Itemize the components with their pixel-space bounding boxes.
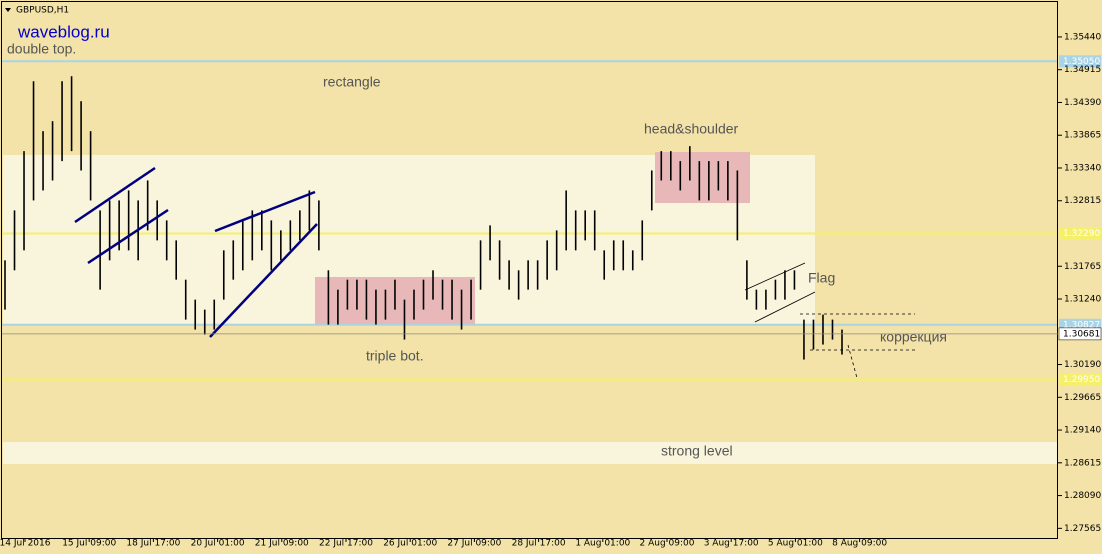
x-tick-label: 21 Jul 09:00	[255, 539, 309, 549]
y-tick-label: 1.30190	[1064, 360, 1101, 370]
level-label-box	[1059, 55, 1101, 68]
level-label: 1.29950	[1063, 375, 1100, 385]
x-tick-label: 15 Jul 09:00	[62, 539, 116, 549]
y-tick-label: 1.34915	[1064, 65, 1101, 75]
x-tick-label: 3 Aug 17:00	[704, 539, 759, 549]
annotation: double top.	[7, 41, 76, 57]
annotation: head&shoulder	[644, 121, 739, 137]
y-tick-label: 1.29665	[1064, 393, 1101, 403]
wedge-line	[214, 190, 316, 233]
strong-level-zone	[3, 442, 1058, 464]
menu-arrow	[5, 8, 11, 12]
flag-line	[754, 291, 816, 323]
annotation: triple bot.	[366, 348, 424, 364]
x-tick-label: 27 Jul 09:00	[447, 539, 501, 549]
y-tick-label: 1.31765	[1064, 262, 1101, 272]
y-tick-label: 1.28615	[1064, 458, 1101, 468]
x-tick-label: 8 Aug 09:00	[832, 539, 887, 549]
level-label-box	[1059, 373, 1101, 386]
x-tick-label: 26 Jul 01:00	[383, 539, 437, 549]
x-tick-label: 18 Jul 17:00	[126, 539, 180, 549]
level-label: 1.32290	[1063, 229, 1100, 239]
y-tick-label: 1.33865	[1064, 131, 1101, 141]
wedge-line	[209, 223, 318, 338]
y-tick-label: 1.27565	[1064, 524, 1101, 534]
x-tick-label: 1 Aug 01:00	[575, 539, 630, 549]
y-tick-label: 1.33340	[1064, 163, 1101, 173]
channel-line	[74, 166, 156, 224]
y-tick-label: 1.28090	[1064, 491, 1101, 501]
x-tick-label: 2 Aug 09:00	[640, 539, 695, 549]
annotation: коррекция	[880, 329, 947, 345]
x-tick-label: 14 Jul 2016	[0, 539, 51, 549]
annotation: Flag	[808, 270, 835, 286]
x-tick-label: 20 Jul 01:00	[191, 539, 245, 549]
flag-lines	[744, 262, 915, 379]
annotation: rectangle	[323, 74, 381, 90]
trend-lines	[74, 166, 318, 338]
level-label: 1.30827	[1063, 320, 1100, 330]
plot-frame	[1, 1, 1058, 539]
chart-title: GBPUSD,H1	[16, 6, 69, 16]
level-label-box	[1059, 227, 1101, 240]
watermark: waveblog.ru	[17, 22, 110, 41]
annotation: strong level	[661, 443, 733, 459]
current-price-box	[1058, 327, 1102, 341]
current-price-label: 1.30681	[1063, 329, 1100, 339]
x-tick-label: 5 Aug 01:00	[768, 539, 823, 549]
level-label: 1.35050	[1063, 57, 1100, 67]
x-tick-label: 28 Jul 17:00	[512, 539, 566, 549]
channel-line	[87, 208, 169, 265]
y-tick-label: 1.35440	[1064, 32, 1101, 42]
y-tick-label: 1.29140	[1064, 426, 1101, 436]
y-tick-label: 1.31240	[1064, 295, 1101, 305]
head-shoulder-box	[655, 152, 750, 203]
flag-line	[744, 262, 806, 291]
y-tick-label: 1.32815	[1064, 196, 1101, 206]
x-tick-label: 22 Jul 17:00	[319, 539, 373, 549]
y-tick-label: 1.34390	[1064, 98, 1101, 108]
